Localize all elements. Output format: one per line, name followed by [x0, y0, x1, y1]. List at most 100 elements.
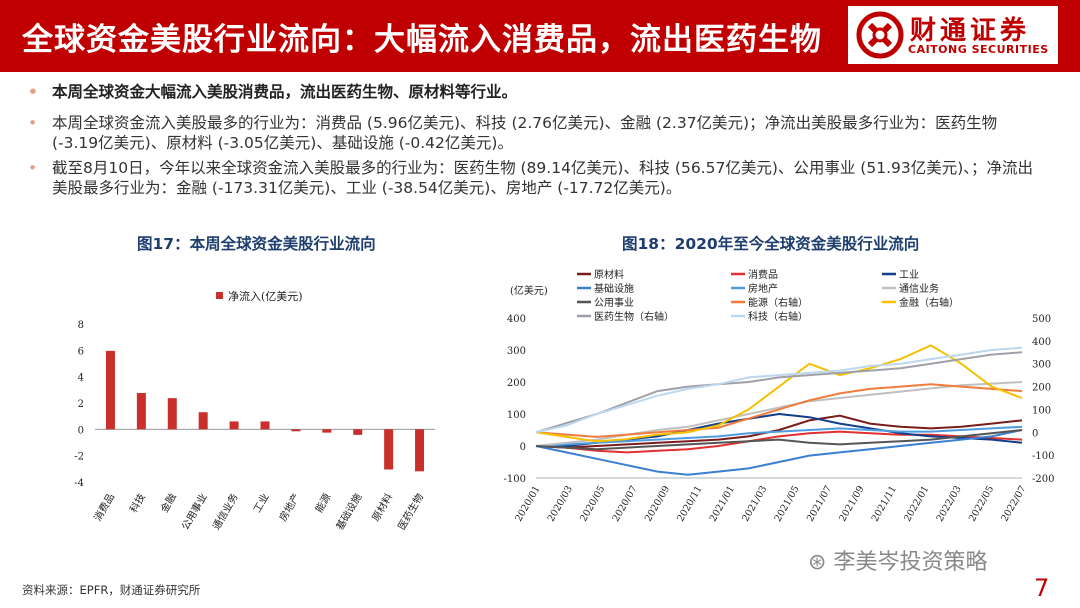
logo-name-en: CAITONG SECURITIES: [908, 43, 1049, 56]
legend-label: 净流入(亿美元): [228, 289, 303, 303]
series-line-原材料: [535, 414, 1023, 449]
y2-tick-label: 500: [1032, 314, 1051, 325]
y-tick-label: -4: [74, 478, 84, 489]
chart18-line-chart: (亿美元) 400 300 200 100 0 -100 500 400 300 200 100 0 -1…: [504, 268, 1055, 524]
y-tick-label: 200: [507, 378, 526, 389]
source-note: 资料来源：EPFR，财通证券研究所: [22, 583, 201, 597]
y-tick-label: 4: [78, 373, 84, 384]
x-tick-label: 公用事业: [179, 491, 210, 532]
y-tick-label: 6: [78, 346, 84, 357]
legend-label: 消费品: [748, 268, 778, 281]
legend-label: 能源（右轴）: [748, 296, 808, 309]
bar-基础设施: [353, 429, 363, 435]
legend-label: 科技（右轴）: [748, 310, 808, 323]
y2-tick-label: -100: [1032, 451, 1054, 462]
bar-原材料: [384, 429, 394, 470]
x-tick-label: 2022/01: [902, 484, 931, 524]
bar-公用事业: [198, 412, 208, 430]
legend-swatch: [216, 292, 223, 299]
bullet-summary: • 本周全球资金大幅流入美股消费品，流出医药生物、原材料等行业。: [28, 82, 1048, 102]
series-line-房地产: [535, 425, 1023, 447]
x-tick-label: 医药生物: [395, 491, 426, 532]
bullet-text: 截至8月10日，今年以来全球资金流入美股最多的行业为：医药生物 (89.14亿美…: [52, 159, 1034, 197]
bullet-text: 本周全球资金大幅流入美股消费品，流出医药生物、原材料等行业。: [52, 83, 518, 101]
bullet-ytd: • 截至8月10日，今年以来全球资金流入美股最多的行业为：医药生物 (89.14…: [28, 158, 1048, 198]
y2-tick-label: 300: [1032, 360, 1051, 371]
chart17-bar-chart: 净流入(亿美元) 8 6 4 2 0 -2 -4 消费品 科技 金融 公用事业 通信业务 工业 房地产 能源基…: [74, 289, 435, 532]
y2-tick-label: -200: [1032, 474, 1054, 485]
legend-label: 公用事业: [594, 296, 634, 309]
x-tick-label: 2021/03: [740, 484, 769, 524]
chart18-title: 图18：2020年至今全球资金美股行业流向: [622, 235, 920, 253]
legend-label: 医药生物（右轴）: [594, 310, 674, 323]
bar-能源: [322, 429, 332, 433]
x-tick-label: 2021/07: [805, 484, 834, 524]
legend-label: 通信业务: [899, 282, 939, 295]
chart17-title: 图17：本周全球资金美股行业流向: [137, 235, 376, 253]
bar-工业: [260, 421, 270, 430]
y-tick-label: 300: [507, 346, 526, 357]
x-tick-label: 原材料: [369, 491, 395, 523]
series-line-能源（右轴）: [535, 383, 1023, 438]
bullet-dot-icon: •: [28, 159, 38, 177]
y2-tick-label: 400: [1032, 337, 1051, 348]
y2-tick-label: 100: [1032, 405, 1051, 416]
legend-label: 原材料: [594, 268, 624, 281]
x-tick-label: 2021/11: [870, 484, 899, 524]
x-tick-label: 基础设施: [333, 491, 364, 532]
legend-label: 工业: [899, 269, 919, 281]
x-tick-label: 房地产: [276, 491, 302, 523]
x-tick-label: 通信业务: [209, 491, 240, 532]
x-tick-label: 2022/07: [999, 484, 1028, 524]
x-tick-label: 2020/11: [675, 484, 704, 524]
y-tick-label: -100: [504, 474, 526, 485]
bar-通信业务: [229, 421, 239, 430]
logo-name-cn: 财通证券: [910, 16, 1031, 46]
legend-label: 基础设施: [594, 282, 634, 295]
bullet-text: 本周全球资金流入美股最多的行业为：消费品 (5.96亿美元)、科技 (2.76亿…: [52, 114, 998, 152]
x-tick-label: 2021/05: [773, 484, 802, 524]
x-tick-label: 2020/05: [578, 484, 607, 524]
y-tick-label: 0: [520, 442, 526, 453]
x-tick-label: 2020/03: [546, 484, 575, 524]
header-bar: 全球资金美股行业流向：大幅流入消费品，流出医药生物 财通证券 CAITONG S…: [0, 0, 1080, 72]
x-tick-label: 2020/07: [611, 484, 640, 524]
page-number: 7: [1034, 574, 1050, 602]
series-line-金融（右轴）: [535, 344, 1023, 443]
legend-label: 金融（右轴）: [899, 296, 959, 309]
x-tick-label: 2021/09: [837, 484, 866, 524]
x-tick-label: 科技: [127, 491, 148, 515]
logo-emblem-icon: [856, 11, 904, 59]
page-title: 全球资金美股行业流向：大幅流入消费品，流出医药生物: [22, 22, 822, 58]
bar-金融: [167, 398, 177, 430]
bullet-dot-icon: •: [28, 114, 38, 132]
x-tick-label: 2020/01: [513, 484, 542, 524]
x-tick-label: 金融: [158, 491, 179, 515]
series-line-通信业务: [535, 381, 1023, 447]
bar-医药生物: [415, 429, 425, 472]
x-tick-label: 工业: [251, 492, 271, 515]
y-tick-label: 8: [78, 320, 84, 331]
bullet-weekly: • 本周全球资金流入美股最多的行业为：消费品 (5.96亿美元)、科技 (2.7…: [28, 113, 1048, 153]
y-tick-label: 2: [78, 399, 84, 410]
series-line-医药生物（右轴）: [535, 351, 1023, 434]
wechat-watermark: ⊛ 李美岑投资策略: [808, 544, 987, 576]
wechat-account: 李美岑投资策略: [833, 550, 988, 575]
x-tick-label: 能源: [312, 491, 333, 515]
y-tick-label: 0: [78, 425, 84, 436]
x-tick-label: 2022/03: [935, 484, 964, 524]
y-tick-label: 400: [507, 314, 526, 325]
bar-科技: [136, 392, 146, 430]
x-tick-label: 2021/01: [708, 484, 737, 524]
bar-房地产: [291, 429, 301, 432]
x-tick-label: 消费品: [91, 491, 117, 523]
bar-消费品: [105, 350, 115, 430]
y-axis-label: (亿美元): [510, 284, 548, 297]
company-logo: 财通证券 CAITONG SECURITIES: [848, 6, 1058, 64]
series-line-科技（右轴）: [535, 346, 1023, 434]
legend-label: 房地产: [748, 282, 778, 295]
bullet-dot-icon: •: [28, 83, 38, 101]
y-tick-label: 100: [507, 410, 526, 421]
wechat-icon: ⊛: [808, 550, 827, 575]
series-line-公用事业: [535, 429, 1023, 451]
